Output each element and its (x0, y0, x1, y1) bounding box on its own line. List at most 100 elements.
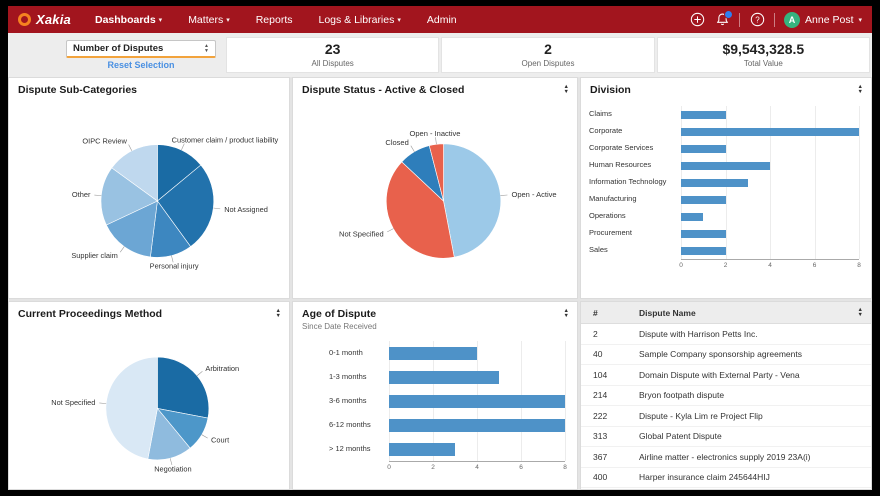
pie-chart: Customer claim / product liability Not As… (71, 136, 278, 271)
pie-label: Not Assigned (224, 205, 268, 214)
sort-icon[interactable]: ▲ ▼ (857, 307, 863, 318)
sort-icon[interactable]: ▲ ▼ (563, 84, 569, 95)
brand-logo[interactable]: Xakia (18, 12, 71, 27)
top-navbar: Xakia Dashboards ▾ Matters ▾ Reports Logs & L… (8, 6, 872, 33)
notifications-bell-icon[interactable] (714, 9, 734, 28)
bar-0-1-month[interactable] (389, 346, 477, 360)
pie-slice-not-specified[interactable] (385, 161, 455, 259)
divider (739, 12, 741, 27)
add-icon[interactable] (689, 12, 705, 28)
pie-label: Not Specified (339, 229, 384, 238)
bar-manufacturing[interactable] (681, 195, 726, 204)
dispute-number-cell: 214 (593, 390, 608, 401)
table-row[interactable]: 104 Domain Dispute with External Party - … (581, 365, 871, 386)
divider (774, 12, 776, 27)
dispute-name-cell: Dispute - Kyla Lim re Project Flip (639, 410, 763, 421)
table-row[interactable]: 313 Global Patent Dispute (581, 427, 871, 447)
dispute-number-cell: 222 (593, 410, 608, 421)
pie-chart: Arbitration Court Negotiation Not Specified (51, 356, 239, 473)
table-row[interactable]: 400 Harper insurance claim 245644HIJ (581, 468, 871, 488)
bar-corporate[interactable] (681, 127, 859, 136)
notification-badge (724, 9, 734, 19)
dispute-number-cell: 400 (593, 472, 608, 483)
pie-slice-oipc-review[interactable] (111, 144, 158, 202)
panel-age-of-dispute: Age of Dispute Since Date Received ▲ ▼ 0-… (292, 301, 578, 490)
pie-slice-open-active[interactable] (443, 143, 502, 258)
kpi-all-disputes: 23 All Disputes (226, 37, 440, 73)
bar-label: 6-12 months (329, 420, 371, 429)
kpi-value: 23 (324, 41, 341, 58)
bar-sales[interactable] (681, 246, 726, 255)
bar-label: 1-3 months (329, 372, 367, 381)
pie-label: Closed (385, 138, 408, 147)
panel-dispute-status: Dispute Status - Active & Closed ▲ ▼ Open… (292, 77, 578, 299)
nav-item-matters[interactable]: Matters ▾ (188, 13, 230, 26)
bar-procurement[interactable] (681, 229, 726, 238)
svg-text:?: ? (755, 15, 760, 24)
bar-label: > 12 months (329, 444, 371, 453)
brand-name: Xakia (36, 12, 71, 27)
pie-label: Supplier claim (71, 251, 118, 260)
panel-title: Dispute Sub-Categories (18, 84, 138, 96)
help-icon[interactable]: ? (749, 12, 765, 28)
kpi-cards: 23 All Disputes 2 Open Disputes $9,543,328.5… (226, 37, 870, 73)
chevron-down-icon: ▾ (226, 16, 230, 24)
bar-human-resources[interactable] (681, 161, 770, 170)
panel-title: Division (590, 84, 631, 96)
select-arrows-icon: ▲ ▼ (204, 43, 209, 54)
kpi-label: Total Value (743, 58, 783, 68)
sort-icon[interactable]: ▲ ▼ (275, 308, 281, 319)
nav-item-admin[interactable]: Admin (426, 13, 457, 26)
nav-item-reports[interactable]: Reports (255, 13, 293, 26)
table-row[interactable]: 2 Dispute with Harrison Petts Inc. (581, 324, 871, 345)
metric-select[interactable]: Number of Disputes ▲ ▼ (66, 40, 216, 58)
panel-dispute-table: # Dispute Name ▲ ▼ 2 Dispute with Harrison Pe… (580, 301, 872, 490)
pie-slice-not-specified[interactable] (105, 356, 158, 460)
pie-slice-not-assigned[interactable] (157, 164, 215, 247)
bar-6-12-months[interactable] (389, 418, 565, 432)
kpi-label: All Disputes (311, 58, 354, 68)
panel-title: Dispute Status - Active & Closed (302, 84, 465, 96)
dispute-name-cell: Sample Company sponsorship agreements (639, 349, 803, 360)
kpi-label: Open Disputes (521, 58, 575, 68)
table-header-cell: # (593, 307, 598, 318)
chevron-down-icon: ▾ (158, 16, 163, 24)
bar-3-6-months[interactable] (389, 394, 565, 408)
bar-12-months[interactable] (389, 442, 455, 456)
pie-label: Personal injury (150, 262, 199, 271)
axis-tick: 8 (857, 261, 861, 269)
chevron-down-icon: ▾ (397, 16, 401, 24)
sort-icon[interactable]: ▲ ▼ (857, 84, 863, 95)
pie-label: Negotiation (154, 464, 191, 473)
bar-operations[interactable] (681, 212, 704, 221)
pie-slice-open-inactive[interactable] (428, 143, 444, 202)
table-header-cell: Dispute Name (639, 307, 696, 318)
axis-tick: 6 (812, 261, 817, 269)
division-bar-chart: Claims Corporate Corporate Services Human R… (581, 98, 871, 298)
table-row[interactable]: 222 Dispute - Kyla Lim re Project Flip (581, 406, 871, 427)
main-nav: Dashboards ▾ Matters ▾ Reports Logs & Librari… (95, 6, 483, 33)
bar-corporate-services[interactable] (681, 144, 726, 153)
pie-label: Other (72, 190, 91, 199)
axis-tick: 8 (563, 463, 567, 471)
nav-item-logs-libraries[interactable]: Logs & Libraries ▾ (318, 13, 401, 26)
dispute-name-cell: Bryon footpath dispute (639, 390, 725, 401)
nav-item-dashboards[interactable]: Dashboards ▾ (94, 13, 163, 26)
pie-slice-arbitration[interactable] (157, 356, 210, 419)
dispute-number-cell: 2 (593, 328, 598, 339)
bar-claims[interactable] (681, 110, 726, 119)
bar-1-3-months[interactable] (389, 370, 499, 384)
sort-icon[interactable]: ▲ ▼ (563, 308, 569, 319)
kpi-value: 2 (544, 41, 552, 58)
user-menu[interactable]: A Anne Post ▾ (784, 11, 862, 28)
bar-information-technology[interactable] (681, 178, 748, 187)
xakia-logo-icon (18, 13, 31, 26)
dispute-name-cell: Global Patent Dispute (639, 431, 722, 442)
table-row[interactable]: 367 Airline matter - electronics supply 2… (581, 447, 871, 468)
axis-tick: 0 (679, 261, 683, 269)
avatar: A (784, 11, 801, 28)
reset-selection-link[interactable]: Reset Selection (107, 60, 175, 70)
axis-tick: 0 (387, 463, 391, 471)
table-row[interactable]: 40 Sample Company sponsorship agreements (581, 345, 871, 365)
table-row[interactable]: 214 Bryon footpath dispute (581, 386, 871, 406)
